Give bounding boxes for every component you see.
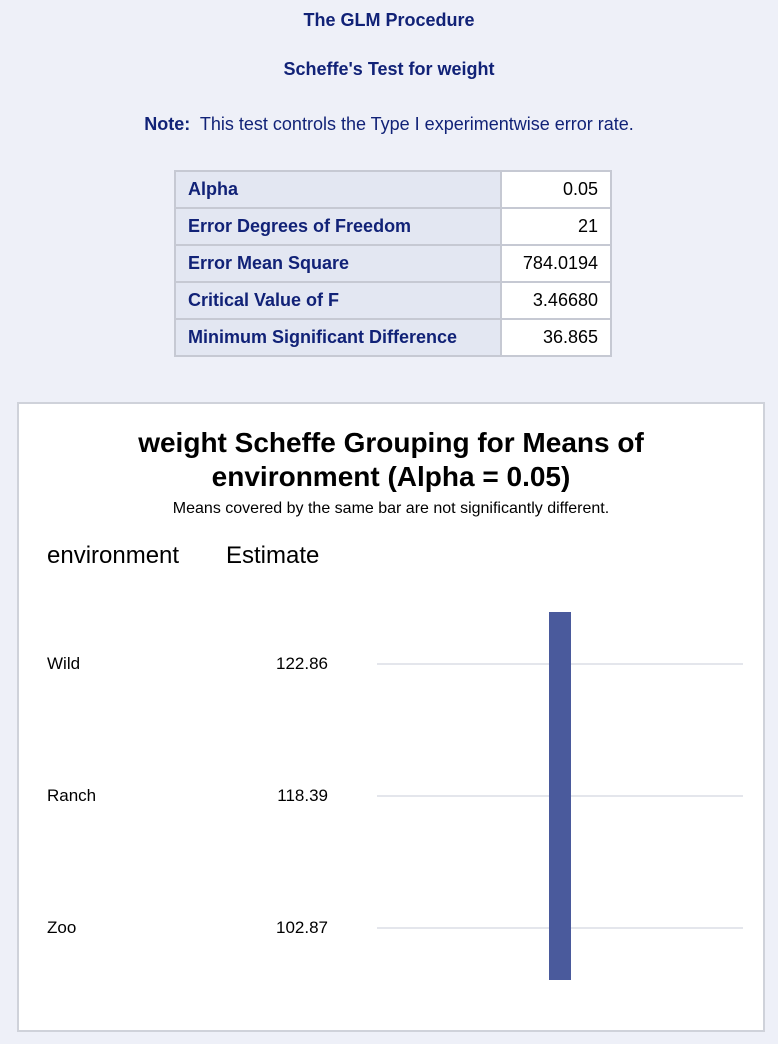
group-estimate: 118.39 [277, 786, 328, 805]
group-estimate: 102.87 [276, 918, 328, 937]
table-row: Alpha 0.05 [174, 170, 612, 209]
table-row: Error Mean Square 784.0194 [174, 244, 612, 283]
group-label: Zoo [47, 918, 77, 937]
stat-value: 21 [500, 207, 612, 246]
group-label: Wild [47, 654, 81, 673]
grouping-chart-graphic [377, 612, 743, 980]
statistics-table: Alpha 0.05 Error Degrees of Freedom 21 E… [174, 170, 612, 357]
chart-title-line2: environment (Alpha = 0.05) [211, 461, 571, 492]
note: Note: This test controls the Type I expe… [0, 114, 778, 135]
note-text: This test controls the Type I experiment… [199, 114, 634, 134]
table-row: Critical Value of F 3.46680 [174, 281, 612, 320]
column-header-environment: environment [47, 542, 180, 569]
stat-label: Error Degrees of Freedom [174, 207, 502, 246]
stat-value: 0.05 [500, 170, 612, 209]
table-row: Minimum Significant Difference 36.865 [174, 318, 612, 357]
stat-value: 36.865 [500, 318, 612, 357]
chart-subtitle: Means covered by the same bar are not si… [172, 500, 610, 517]
chart-title-line1: weight Scheffe Grouping for Means of [138, 427, 644, 458]
stat-label: Alpha [174, 170, 502, 209]
table-row: Error Degrees of Freedom 21 [174, 207, 612, 246]
column-header-estimate: Estimate [226, 542, 320, 569]
group-label: Ranch [47, 786, 97, 805]
procedure-title: The GLM Procedure [303, 10, 475, 30]
stat-label: Minimum Significant Difference [174, 318, 502, 357]
stat-value: 784.0194 [500, 244, 612, 283]
stat-label: Error Mean Square [174, 244, 502, 283]
note-label: Note: [144, 114, 191, 134]
stat-label: Critical Value of F [174, 281, 502, 320]
grouping-chart: weight Scheffe Grouping for Means of env… [17, 402, 765, 1032]
group-estimate: 122.86 [276, 654, 328, 673]
test-title: Scheffe's Test for weight [283, 59, 495, 79]
grouping-bar [549, 612, 571, 980]
stat-value: 3.46680 [500, 281, 612, 320]
chart-title: weight Scheffe Grouping for Means of env… [19, 426, 763, 494]
